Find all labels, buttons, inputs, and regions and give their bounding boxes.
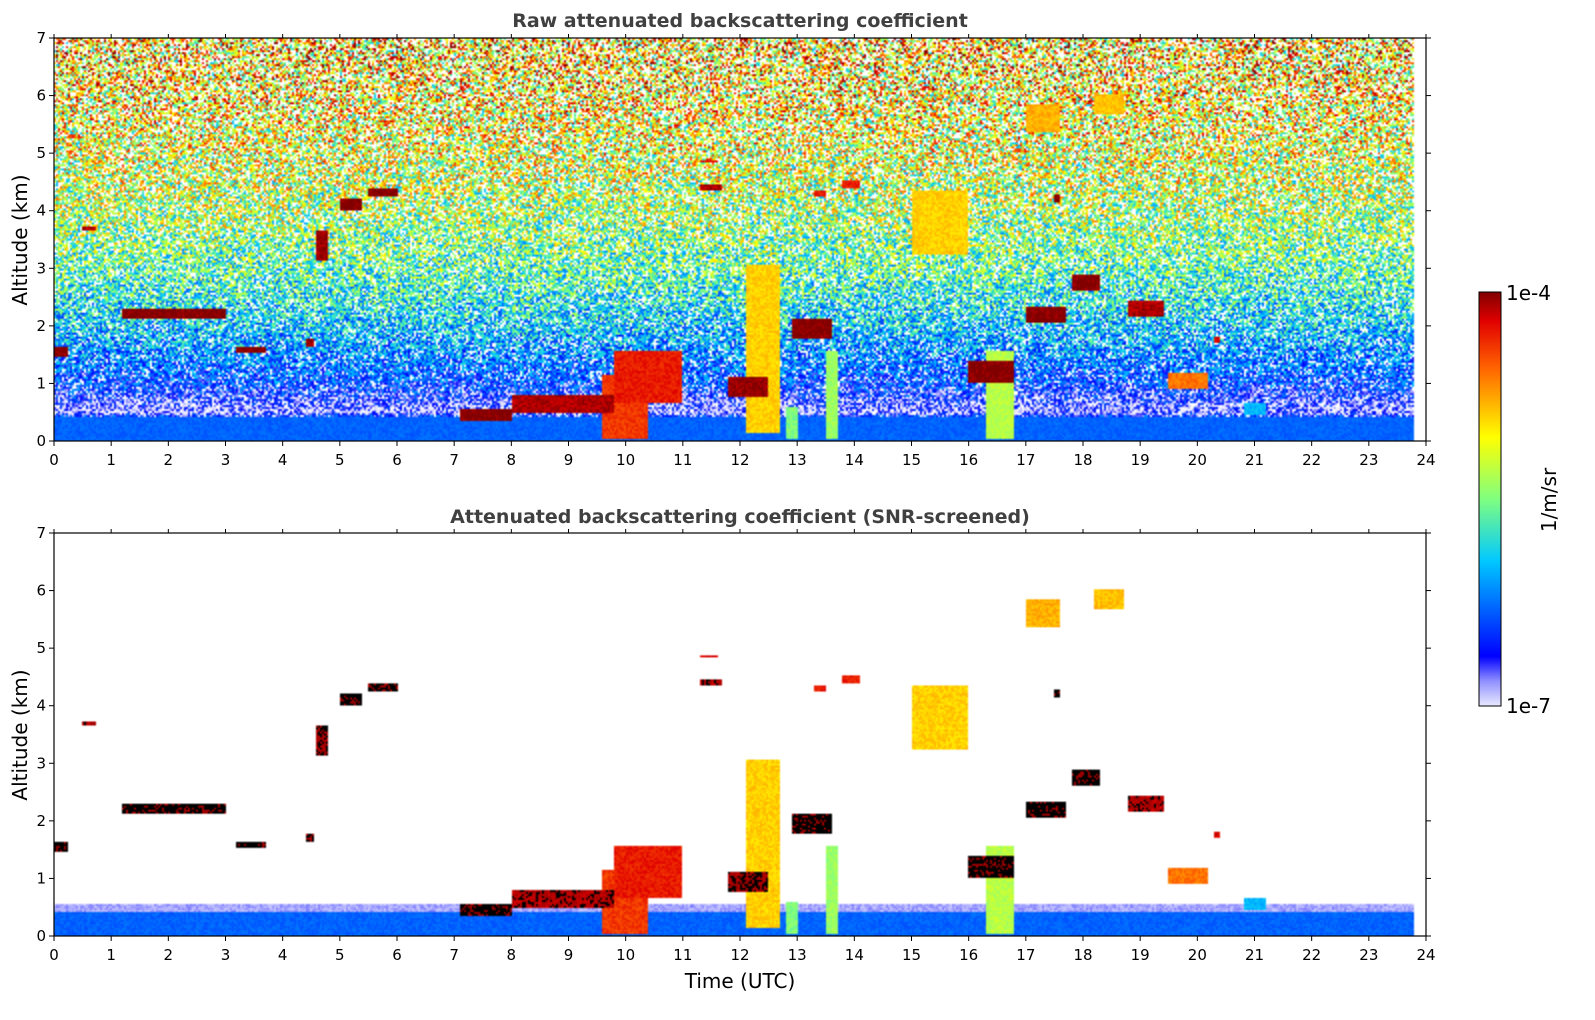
raw-x-tick-label: 2 (164, 451, 174, 469)
xaxis-label: Time (UTC) (684, 969, 796, 993)
screened-y-tick-label: 1 (36, 869, 46, 887)
screened-x-tick-label: 22 (1302, 946, 1321, 964)
screened-x-tick-label: 9 (564, 946, 574, 964)
raw-panel-ylabel: Altitude (km) (8, 174, 32, 305)
screened-panel-ylabel: Altitude (km) (8, 669, 32, 800)
screened-x-tick-label: 23 (1359, 946, 1378, 964)
screened-y-tick-label: 2 (36, 812, 46, 830)
raw-y-tick-label: 0 (36, 432, 46, 450)
screened-y-tick-label: 7 (36, 524, 46, 542)
screened-panel-title: Attenuated backscattering coefficient (S… (450, 506, 1030, 528)
screened-x-tick-label: 0 (49, 946, 59, 964)
screened-x-tick-label: 18 (1073, 946, 1092, 964)
raw-y-tick-label: 3 (36, 259, 46, 277)
screened-x-tick-label: 17 (1016, 946, 1035, 964)
raw-x-tick-label: 11 (673, 451, 692, 469)
screened-x-tick-label: 15 (902, 946, 921, 964)
screened-x-tick-label: 11 (673, 946, 692, 964)
raw-x-tick-label: 8 (507, 451, 517, 469)
raw-x-tick-label: 1 (106, 451, 116, 469)
screened-y-tick-label: 0 (36, 927, 46, 945)
raw-x-tick-label: 15 (902, 451, 921, 469)
raw-x-tick-label: 24 (1416, 451, 1435, 469)
raw-x-tick-label: 19 (1131, 451, 1150, 469)
raw-x-tick-label: 10 (616, 451, 635, 469)
screened-x-tick-label: 21 (1245, 946, 1264, 964)
colorbar-min-label: 1e-7 (1506, 694, 1551, 718)
raw-y-tick-label: 1 (36, 374, 46, 392)
raw-x-tick-label: 9 (564, 451, 574, 469)
raw-x-tick-label: 22 (1302, 451, 1321, 469)
colorbar: 1e-4 1e-7 1/m/sr (1478, 281, 1561, 718)
raw-x-tick-label: 21 (1245, 451, 1264, 469)
raw-backscatter-heatmap (54, 38, 1426, 441)
raw-x-tick-label: 5 (335, 451, 345, 469)
raw-x-tick-label: 23 (1359, 451, 1378, 469)
screened-backscatter-heatmap (54, 533, 1426, 936)
raw-backscatter-panel: Raw attenuated backscattering coefficien… (8, 10, 1436, 469)
raw-y-tick-label: 2 (36, 317, 46, 335)
raw-x-tick-label: 12 (730, 451, 749, 469)
raw-x-tick-label: 0 (49, 451, 59, 469)
screened-y-tick-label: 5 (36, 639, 46, 657)
raw-x-tick-label: 6 (392, 451, 402, 469)
raw-y-tick-label: 4 (36, 202, 46, 220)
screened-x-tick-label: 3 (221, 946, 231, 964)
raw-x-tick-label: 7 (449, 451, 459, 469)
screened-y-tick-label: 6 (36, 582, 46, 600)
snr-screened-panel: Attenuated backscattering coefficient (S… (8, 506, 1436, 993)
screened-x-tick-label: 10 (616, 946, 635, 964)
raw-y-tick-label: 7 (36, 29, 46, 47)
screened-x-tick-label: 2 (164, 946, 174, 964)
colorbar-unit-label: 1/m/sr (1537, 467, 1561, 532)
screened-x-tick-label: 16 (959, 946, 978, 964)
raw-x-tick-label: 16 (959, 451, 978, 469)
screened-x-tick-label: 13 (788, 946, 807, 964)
screened-x-tick-label: 20 (1188, 946, 1207, 964)
raw-x-tick-label: 17 (1016, 451, 1035, 469)
screened-y-tick-label: 4 (36, 697, 46, 715)
raw-x-tick-label: 4 (278, 451, 288, 469)
screened-panel-frame (53, 532, 1427, 937)
screened-x-tick-label: 19 (1131, 946, 1150, 964)
screened-y-tick-label: 3 (36, 754, 46, 772)
screened-x-tick-label: 8 (507, 946, 517, 964)
raw-x-tick-label: 14 (845, 451, 864, 469)
raw-y-tick-label: 5 (36, 144, 46, 162)
screened-x-tick-label: 4 (278, 946, 288, 964)
raw-panel-title: Raw attenuated backscattering coefficien… (512, 10, 968, 32)
raw-x-tick-label: 18 (1073, 451, 1092, 469)
raw-x-tick-label: 20 (1188, 451, 1207, 469)
screened-x-tick-label: 1 (106, 946, 116, 964)
raw-y-tick-label: 6 (36, 87, 46, 105)
colorbar-max-label: 1e-4 (1506, 281, 1551, 305)
raw-x-tick-label: 3 (221, 451, 231, 469)
screened-x-tick-label: 6 (392, 946, 402, 964)
raw-panel-frame (53, 37, 1427, 442)
screened-x-tick-label: 5 (335, 946, 345, 964)
screened-x-tick-label: 12 (730, 946, 749, 964)
screened-x-tick-label: 14 (845, 946, 864, 964)
screened-x-tick-label: 24 (1416, 946, 1435, 964)
raw-x-tick-label: 13 (788, 451, 807, 469)
colorbar-gradient (1478, 291, 1502, 707)
screened-x-tick-label: 7 (449, 946, 459, 964)
